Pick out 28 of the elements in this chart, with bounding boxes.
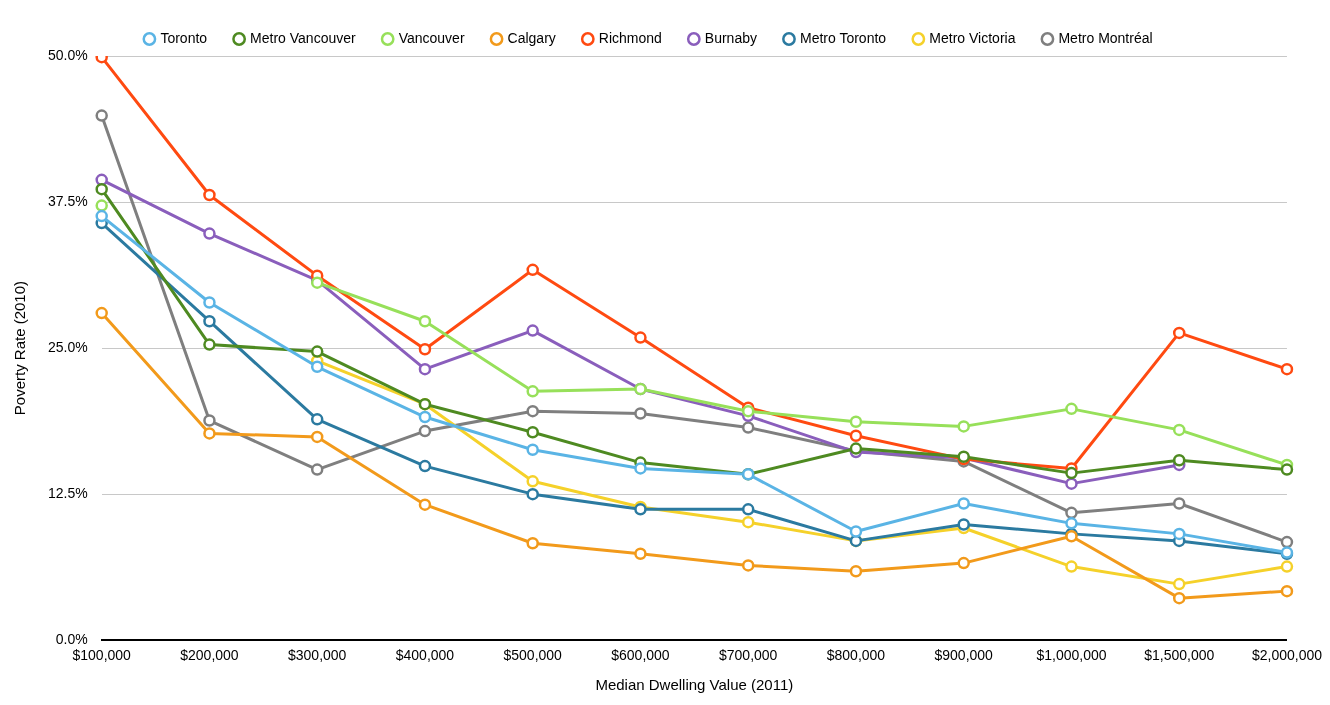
legend-label: Metro Montréal: [1058, 29, 1153, 46]
y-axis-title: Poverty Rate (2010): [11, 280, 29, 416]
legend-label: Metro Toronto: [799, 29, 887, 46]
y-tick-label: 50.0%: [47, 46, 88, 63]
x-tick-label: $500,000: [503, 647, 563, 664]
y-tick-label: 0.0%: [55, 631, 88, 648]
y-tick-label: 25.0%: [47, 338, 88, 355]
legend-label: Toronto: [160, 29, 208, 46]
y-tick-label: 37.5%: [47, 192, 88, 209]
x-axis-title: Median Dwelling Value (2011): [595, 676, 794, 694]
legend-label: Metro Victoria: [929, 29, 1016, 46]
x-tick-label: $1,500,000: [1144, 647, 1215, 664]
y-tick-label: 12.5%: [47, 485, 88, 502]
x-tick-label: $1,000,000: [1036, 647, 1107, 664]
legend-label: Burnaby: [704, 29, 757, 46]
legend-label: Vancouver: [398, 29, 465, 46]
legend-label: Calgary: [507, 29, 556, 46]
x-tick-label: $400,000: [395, 647, 455, 664]
x-tick-label: $700,000: [719, 647, 778, 664]
x-tick-label: $800,000: [826, 647, 886, 664]
x-tick-label: $300,000: [288, 647, 347, 664]
x-tick-label: $100,000: [72, 647, 132, 664]
x-tick-label: $900,000: [934, 647, 994, 664]
legend-label: Richmond: [598, 29, 662, 46]
x-tick-label: $2,000,000: [1251, 647, 1323, 664]
x-tick-label: $200,000: [180, 647, 239, 664]
legend-label: Metro Vancouver: [250, 29, 357, 46]
x-tick-label: $600,000: [611, 647, 670, 664]
